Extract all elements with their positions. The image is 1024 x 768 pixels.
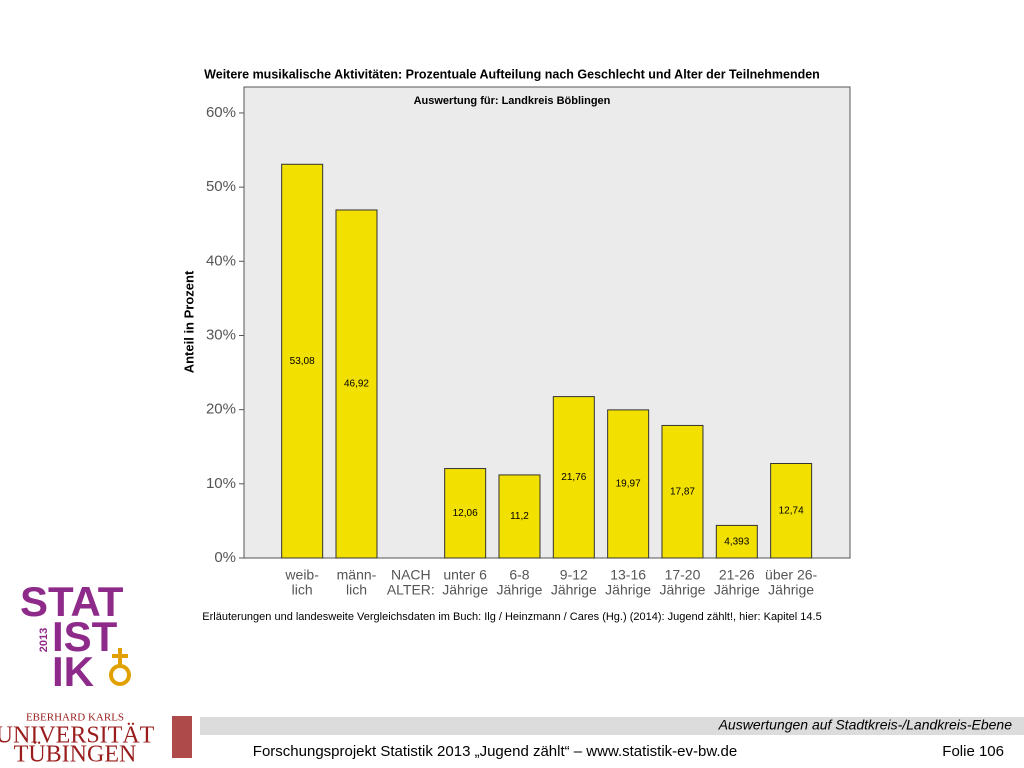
bar xyxy=(661,424,704,559)
value-label: 12,74 xyxy=(779,505,804,516)
x-tick-label: lich xyxy=(346,582,367,598)
bar xyxy=(498,474,541,559)
y-tick-label: 20% xyxy=(206,401,236,418)
x-tick-label: 13-16 xyxy=(610,567,646,583)
plot-area xyxy=(243,86,851,559)
bar xyxy=(444,468,487,559)
subtitle: Auswertung für: Landkreis Böblingen xyxy=(414,95,611,107)
bar xyxy=(335,209,378,559)
x-tick-label: NACH xyxy=(391,567,431,583)
x-tick-label: Jährige xyxy=(660,582,706,598)
x-tick-label: 6-8 xyxy=(509,567,529,583)
value-label: 17,87 xyxy=(670,486,695,497)
value-label: 46,92 xyxy=(344,379,369,390)
x-tick-label: 17-20 xyxy=(665,567,701,583)
chart-title: Weitere musikalische Aktivitäten: Prozen… xyxy=(204,67,820,81)
logo-year: 2013 xyxy=(38,628,50,652)
x-tick-label: männ- xyxy=(337,567,377,583)
x-tick-label: unter 6 xyxy=(443,567,487,583)
y-tick-label: 30% xyxy=(206,326,236,343)
value-label: 12,06 xyxy=(453,508,478,519)
university-logo: EBERHARD KARLS UNIVERSITÄT TÜBINGEN xyxy=(0,712,192,768)
x-tick-label: weib- xyxy=(284,567,319,583)
bar xyxy=(770,463,813,559)
y-tick-label: 40% xyxy=(206,252,236,269)
footer-banner xyxy=(200,717,1024,735)
slide-number: Folie 106 xyxy=(942,743,1004,760)
bar xyxy=(281,163,324,559)
x-tick-label: Jährige xyxy=(442,582,488,598)
x-tick-label: Jährige xyxy=(551,582,597,598)
x-tick-label: 9-12 xyxy=(560,567,588,583)
note: Erläuterungen und landesweite Vergleichs… xyxy=(202,611,821,623)
logo-text: IST xyxy=(52,613,118,660)
x-tick-label: Jährige xyxy=(768,582,814,598)
x-tick-label: Jährige xyxy=(714,582,760,598)
logo: STAT IST IK 2013 xyxy=(20,578,131,695)
footer-text: Forschungsprojekt Statistik 2013 „Jugend… xyxy=(253,743,737,760)
y-axis-label: Anteil in Prozent xyxy=(181,270,196,373)
y-tick-label: 0% xyxy=(214,549,236,566)
footer-banner-text: Auswertungen auf Stadtkreis-/Landkreis-E… xyxy=(718,717,1013,733)
university-text: TÜBINGEN xyxy=(14,742,137,768)
bar xyxy=(715,524,758,559)
x-tick-label: 21-26 xyxy=(719,567,755,583)
y-tick-label: 10% xyxy=(206,475,236,492)
value-label: 19,97 xyxy=(616,479,641,490)
logo-symbol xyxy=(109,664,131,686)
university-emblem xyxy=(172,716,192,758)
y-tick-label: 60% xyxy=(206,104,236,121)
logo-text: STAT xyxy=(20,578,124,625)
university-text: EBERHARD KARLS xyxy=(26,712,124,724)
logo-text: IK xyxy=(52,648,94,695)
university-text: UNIVERSITÄT xyxy=(0,723,155,749)
y-tick-label: 50% xyxy=(206,178,236,195)
bar xyxy=(607,409,650,559)
x-tick-label: ALTER: xyxy=(387,582,435,598)
x-tick-label: über 26- xyxy=(765,567,817,583)
x-tick-label: lich xyxy=(292,582,313,598)
x-tick-label: Jährige xyxy=(497,582,543,598)
x-tick-label: Jährige xyxy=(605,582,651,598)
bar xyxy=(552,396,595,559)
value-label: 53,08 xyxy=(290,356,315,367)
value-label: 11,2 xyxy=(510,511,529,522)
value-label: 4,393 xyxy=(724,536,749,547)
value-label: 21,76 xyxy=(561,472,586,483)
